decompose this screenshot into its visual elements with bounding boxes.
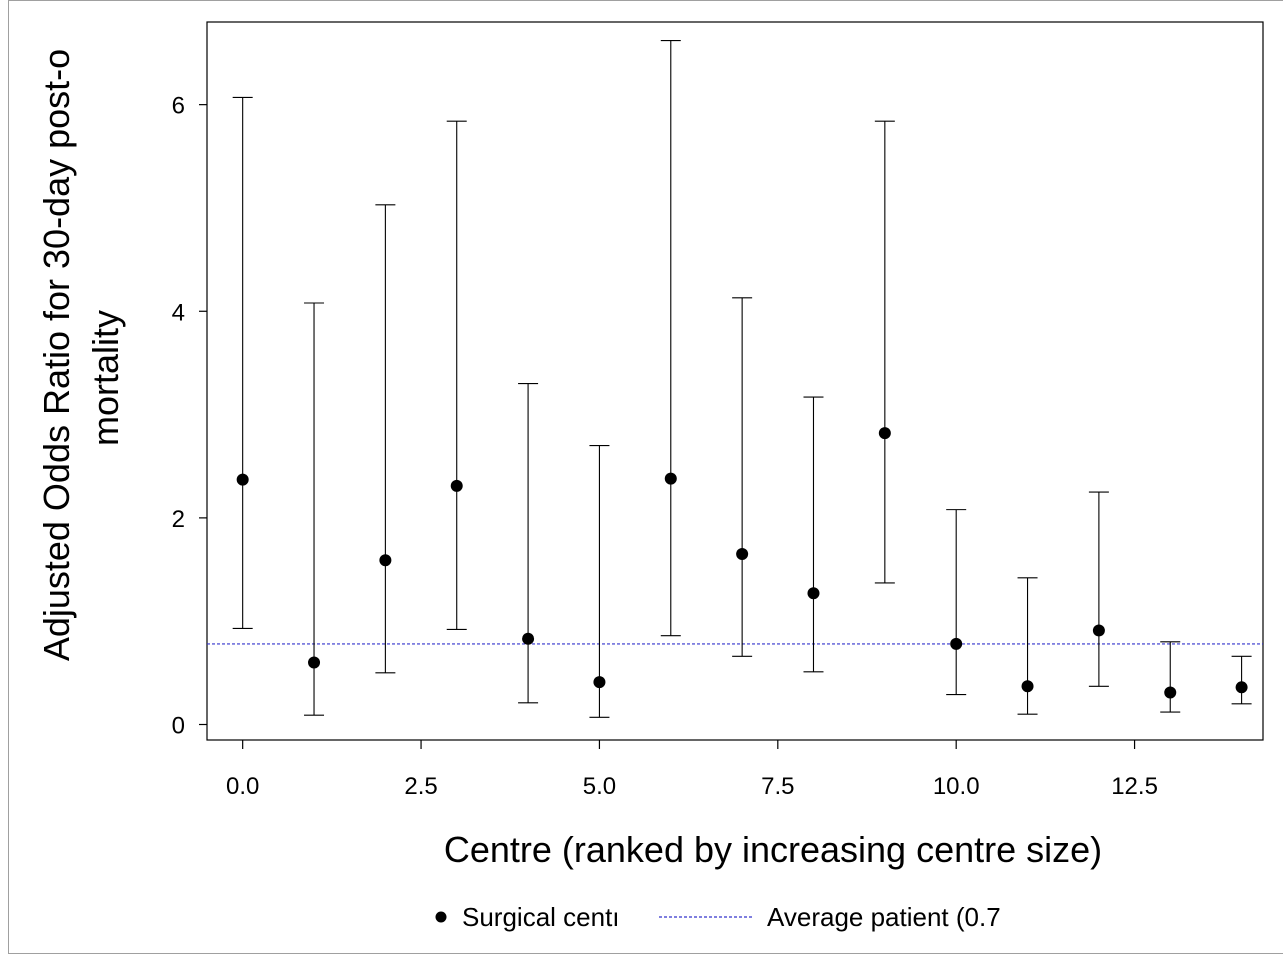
- y-tick-label: 0: [172, 713, 185, 740]
- error-bar: [946, 509, 967, 696]
- x-tick-label: 10.0: [933, 773, 980, 800]
- error-bar: [660, 40, 681, 637]
- data-point: [236, 473, 249, 486]
- y-axis-ticks: 0 2 4 6: [172, 93, 207, 740]
- error-bar-layer: [232, 40, 1252, 718]
- error-bar: [732, 297, 753, 657]
- error-bar: [375, 204, 396, 674]
- error-bar: [518, 383, 539, 704]
- x-axis-title: Centre (ranked by increasing centre size…: [444, 829, 1102, 870]
- data-point: [522, 632, 535, 645]
- error-bar: [1231, 655, 1252, 705]
- error-bar: [446, 120, 467, 631]
- point-layer: [236, 427, 1248, 699]
- data-point: [878, 427, 891, 440]
- data-point: [1092, 624, 1105, 637]
- x-tick-label: 12.5: [1111, 773, 1158, 800]
- y-tick-label: 2: [172, 506, 185, 533]
- x-tick-label: 2.5: [404, 773, 437, 800]
- legend: Surgical centı Average patient (0.7: [435, 902, 1001, 932]
- data-point: [664, 472, 677, 485]
- x-tick-label: 5.0: [583, 773, 616, 800]
- data-point: [950, 637, 963, 650]
- error-bar: [1160, 641, 1181, 713]
- y-axis-title: Adjusted Odds Ratio for 30-day post-o: [36, 49, 77, 661]
- plot-area: [206, 21, 1264, 741]
- legend-marker-surgical-centre: [435, 911, 447, 923]
- data-point: [1164, 686, 1177, 699]
- error-bar: [803, 396, 824, 673]
- error-bar: [589, 445, 610, 718]
- y-axis-title-line2: mortality: [85, 310, 126, 446]
- error-bar: [874, 120, 895, 584]
- data-point: [450, 479, 463, 492]
- data-point: [593, 676, 606, 689]
- data-point: [807, 587, 820, 600]
- plot-frame: [206, 21, 1264, 741]
- data-point: [379, 554, 392, 567]
- data-point: [1021, 680, 1034, 693]
- data-point: [1235, 681, 1248, 694]
- error-bar: [1017, 577, 1038, 715]
- y-axis-title-group: Adjusted Odds Ratio for 30-day post-o mo…: [36, 49, 126, 661]
- error-bar: [232, 96, 253, 629]
- y-tick-label: 6: [172, 93, 185, 120]
- x-tick-label: 7.5: [761, 773, 794, 800]
- x-tick-label: 0.0: [226, 773, 259, 800]
- legend-label-average-patient: Average patient (0.7: [767, 902, 1001, 932]
- legend-label-surgical-centre: Surgical centı: [462, 902, 620, 932]
- y-tick-label: 4: [172, 299, 185, 326]
- figure-frame: [8, 0, 1283, 954]
- x-axis-ticks: 0.0 2.5 5.0 7.5 10.0 12.5: [226, 740, 1158, 800]
- data-point: [308, 656, 321, 669]
- error-bar: [1088, 491, 1109, 687]
- error-bar: [304, 302, 325, 716]
- data-point: [736, 548, 749, 561]
